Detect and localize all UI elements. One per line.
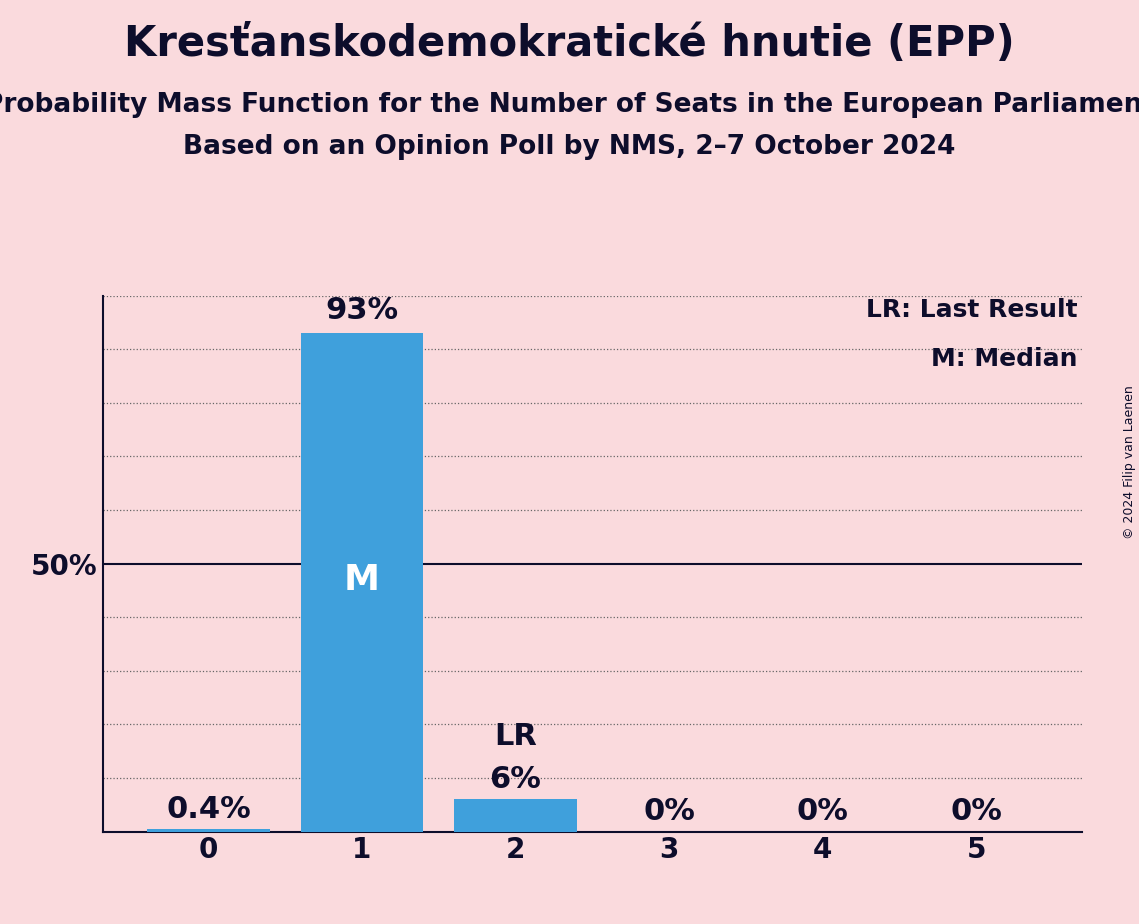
- Text: 0%: 0%: [644, 797, 695, 826]
- Text: M: M: [344, 563, 380, 597]
- Text: LR: Last Result: LR: Last Result: [866, 298, 1077, 322]
- Text: M: Median: M: Median: [931, 346, 1077, 371]
- Text: 93%: 93%: [326, 297, 399, 325]
- Text: © 2024 Filip van Laenen: © 2024 Filip van Laenen: [1123, 385, 1137, 539]
- Bar: [147, 830, 270, 832]
- Text: 0%: 0%: [950, 797, 1002, 826]
- Text: Probability Mass Function for the Number of Seats in the European Parliament: Probability Mass Function for the Number…: [0, 92, 1139, 118]
- Text: Based on an Opinion Poll by NMS, 2–7 October 2024: Based on an Opinion Poll by NMS, 2–7 Oct…: [183, 134, 956, 160]
- Text: 0%: 0%: [796, 797, 849, 826]
- Bar: [454, 799, 577, 832]
- Text: 6%: 6%: [490, 765, 541, 794]
- Text: Kresťanskodemokratické hnutie (EPP): Kresťanskodemokratické hnutie (EPP): [124, 23, 1015, 65]
- Bar: [301, 334, 424, 832]
- Text: 0.4%: 0.4%: [166, 795, 251, 824]
- Text: LR: LR: [494, 723, 536, 751]
